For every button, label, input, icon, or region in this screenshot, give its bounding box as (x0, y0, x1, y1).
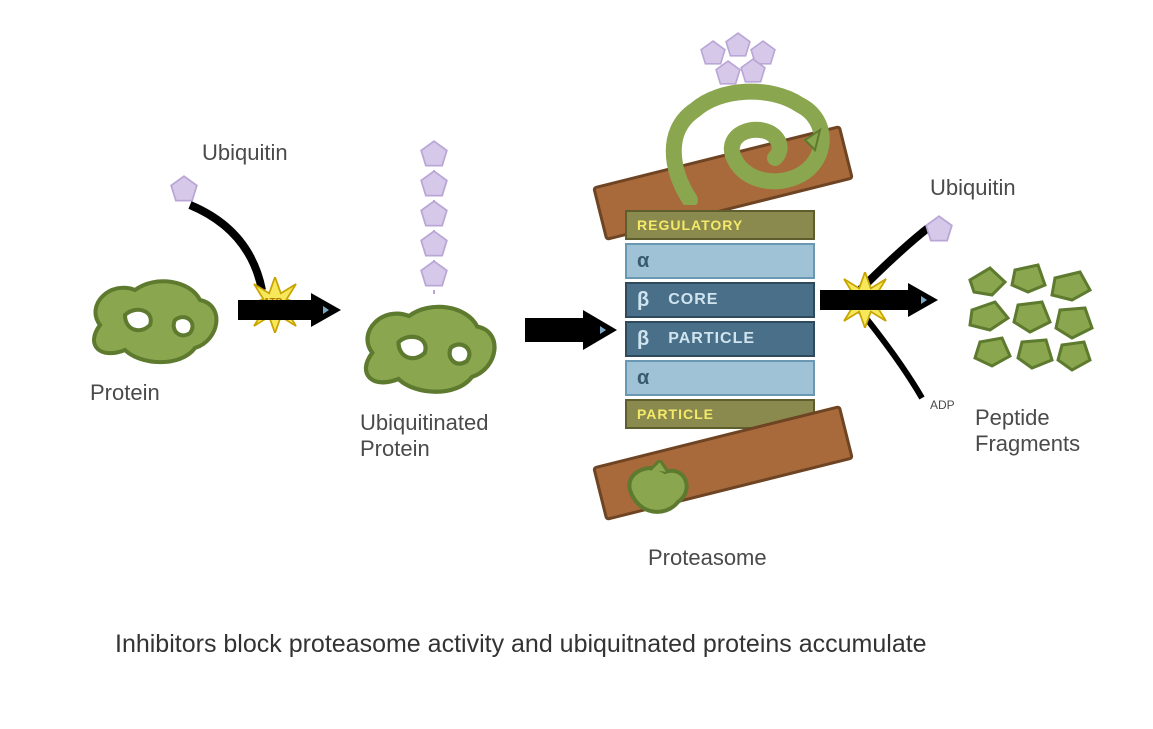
label-proteasome: Proteasome (648, 545, 767, 571)
protein-2 (350, 295, 510, 400)
ubiquitin-1 (170, 175, 198, 203)
proteasome-alpha-1: α (625, 243, 815, 279)
diagram-stage: Protein Ubiquitin ATP Ubiquitinated Prot… (0, 0, 1153, 729)
ubiquitin-2 (925, 215, 953, 243)
caption: Inhibitors block proteasome activity and… (115, 630, 927, 659)
peptide-fragments (960, 260, 1100, 380)
particle-text-1: PARTICLE (668, 330, 755, 348)
ubiquitin-chain-1 (420, 170, 448, 198)
label-protein: Protein (90, 380, 160, 406)
label-ubiquitin-1: Ubiquitin (202, 140, 288, 166)
ubiquitin-chain-2 (420, 200, 448, 228)
label-peptide-fragments: Peptide Fragments (975, 405, 1080, 458)
alpha-text-1: α (637, 250, 650, 273)
label-ubiq-protein: Ubiquitinated Protein (360, 410, 488, 463)
particle-text-2: PARTICLE (637, 406, 714, 422)
proteasome-bottom-fragment (620, 460, 695, 520)
beta-text-1: β (637, 289, 650, 312)
ubiquitin-chain-4 (420, 260, 448, 288)
ubiquitin-top-1 (725, 32, 751, 58)
ubiquitin-top-4 (740, 58, 766, 84)
proteasome-beta-particle: β PARTICLE (625, 321, 815, 357)
alpha-text-2: α (637, 367, 650, 390)
label-ubiquitin-2: Ubiquitin (930, 175, 1016, 201)
label-adp: ADP (930, 398, 955, 412)
proteasome-alpha-2: α (625, 360, 815, 396)
regulatory-text: REGULATORY (637, 217, 743, 233)
beta-text-2: β (637, 328, 650, 351)
ubiquitin-chain-0 (420, 140, 448, 168)
proteasome-beta-core: β CORE (625, 282, 815, 318)
proteasome-regulatory: REGULATORY (625, 210, 815, 240)
ubiquitin-top-3 (715, 60, 741, 86)
core-text: CORE (668, 291, 718, 309)
protein-1 (80, 270, 230, 370)
proteasome-top-protein (660, 80, 835, 205)
ubiquitin-chain-3 (420, 230, 448, 258)
